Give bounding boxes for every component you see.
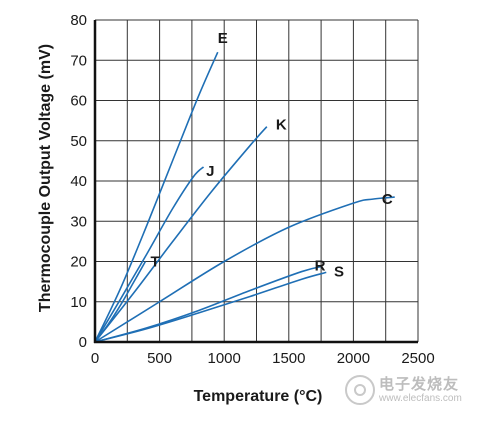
series-line-k <box>94 126 268 343</box>
y-tick-label: 30 <box>70 213 87 230</box>
curve-label-s: S <box>334 264 344 281</box>
y-axis-label: Thermocouple Output Voltage (mV) <box>37 44 54 312</box>
y-tick-label: 0 <box>79 334 87 351</box>
watermark: 电子发烧友 www.elecfans.com <box>345 373 485 413</box>
curve-labels: E K J T C R S <box>151 30 393 280</box>
y-tick-label: 40 <box>70 173 87 190</box>
watermark-text: 电子发烧友 <box>379 376 460 393</box>
series-line-s <box>94 271 327 343</box>
y-tick-label: 60 <box>70 93 87 110</box>
series-line-t <box>94 261 147 343</box>
tick-labels: 0 500 1000 1500 2000 2500 0 10 20 30 40 50 60 70 80 <box>70 12 434 367</box>
y-tick-label: 80 <box>70 12 87 29</box>
watermark-logo-icon <box>345 375 375 405</box>
curve-label-j: J <box>206 163 214 180</box>
series-line-r <box>94 265 323 343</box>
series-lines <box>94 51 395 343</box>
x-tick-label: 2000 <box>337 350 370 367</box>
x-tick-label: 0 <box>91 350 99 367</box>
curve-label-c: C <box>382 191 393 208</box>
axes <box>93 20 418 344</box>
y-tick-label: 20 <box>70 254 87 271</box>
curve-label-e: E <box>218 30 228 47</box>
curve-label-t: T <box>151 254 160 271</box>
series-line-j <box>94 166 205 343</box>
y-tick-label: 70 <box>70 52 87 69</box>
x-tick-label: 500 <box>147 350 172 367</box>
y-tick-label: 10 <box>70 294 87 311</box>
x-tick-label: 2500 <box>401 350 434 367</box>
x-tick-label: 1000 <box>208 350 241 367</box>
series-line-c <box>94 196 395 343</box>
curve-label-k: K <box>276 117 287 134</box>
watermark-url: www.elecfans.com <box>379 393 462 404</box>
x-tick-label: 1500 <box>272 350 305 367</box>
y-tick-label: 50 <box>70 133 87 150</box>
curve-label-r: R <box>315 258 326 275</box>
series-line-e <box>94 51 219 343</box>
x-axis-label: Temperature (°C) <box>194 388 323 405</box>
